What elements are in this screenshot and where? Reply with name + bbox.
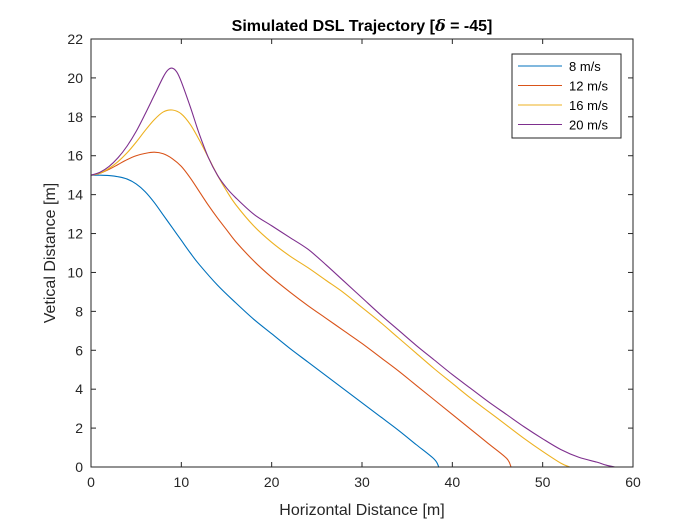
chart-title-symbol: δ <box>434 16 446 35</box>
plot-frame <box>90 38 634 468</box>
x-tick-label: 10 <box>174 474 190 490</box>
series-layer <box>90 67 616 468</box>
y-axis-label: Vetical Distance [m] <box>42 183 59 324</box>
series-line-20-m-per-s <box>90 67 616 468</box>
x-tick-label: 20 <box>264 474 280 490</box>
y-tick-label: 2 <box>75 420 83 436</box>
y-tick-label: 18 <box>67 109 83 125</box>
y-tick-label: 0 <box>75 459 83 475</box>
y-tick-label: 8 <box>75 303 83 319</box>
series-line-8-m-per-s <box>90 174 440 468</box>
series-line-16-m-per-s <box>90 109 571 468</box>
legend-label-8-m-per-s: 8 m/s <box>569 59 601 74</box>
y-tick-label: 6 <box>75 342 83 358</box>
x-tick-label: 50 <box>535 474 551 490</box>
x-tick-label: 0 <box>87 474 95 490</box>
y-tick-label: 22 <box>67 31 83 47</box>
x-axis-label: Horizontal Distance [m] <box>279 502 444 519</box>
legend-label-16-m-per-s: 16 m/s <box>569 98 609 113</box>
y-tick-label: 20 <box>67 70 83 86</box>
legend-label-12-m-per-s: 12 m/s <box>569 79 609 94</box>
y-tick-label: 16 <box>67 148 83 164</box>
chart-title-suffix: = -45] <box>446 18 493 35</box>
series-line-12-m-per-s <box>90 151 512 468</box>
y-tick-label: 10 <box>67 264 83 280</box>
legend: 8 m/s 12 m/s 16 m/s 20 m/s <box>511 53 622 139</box>
x-tick-label: 60 <box>625 474 641 490</box>
legend-label-20-m-per-s: 20 m/s <box>569 118 609 133</box>
x-tick-label: 40 <box>445 474 461 490</box>
y-tick-label: 12 <box>67 226 83 242</box>
y-tick-label: 14 <box>67 187 83 203</box>
y-tick-label: 4 <box>75 381 83 397</box>
tick-layer: 0 10 20 30 40 50 60 0 2 4 6 8 10 12 14 16 18 20 22 <box>67 31 641 490</box>
x-tick-label: 30 <box>354 474 370 490</box>
chart-title-prefix: Simulated DSL Trajectory [ <box>232 18 436 35</box>
chart-title: Simulated DSL Trajectory [δ = -45] <box>232 16 493 35</box>
